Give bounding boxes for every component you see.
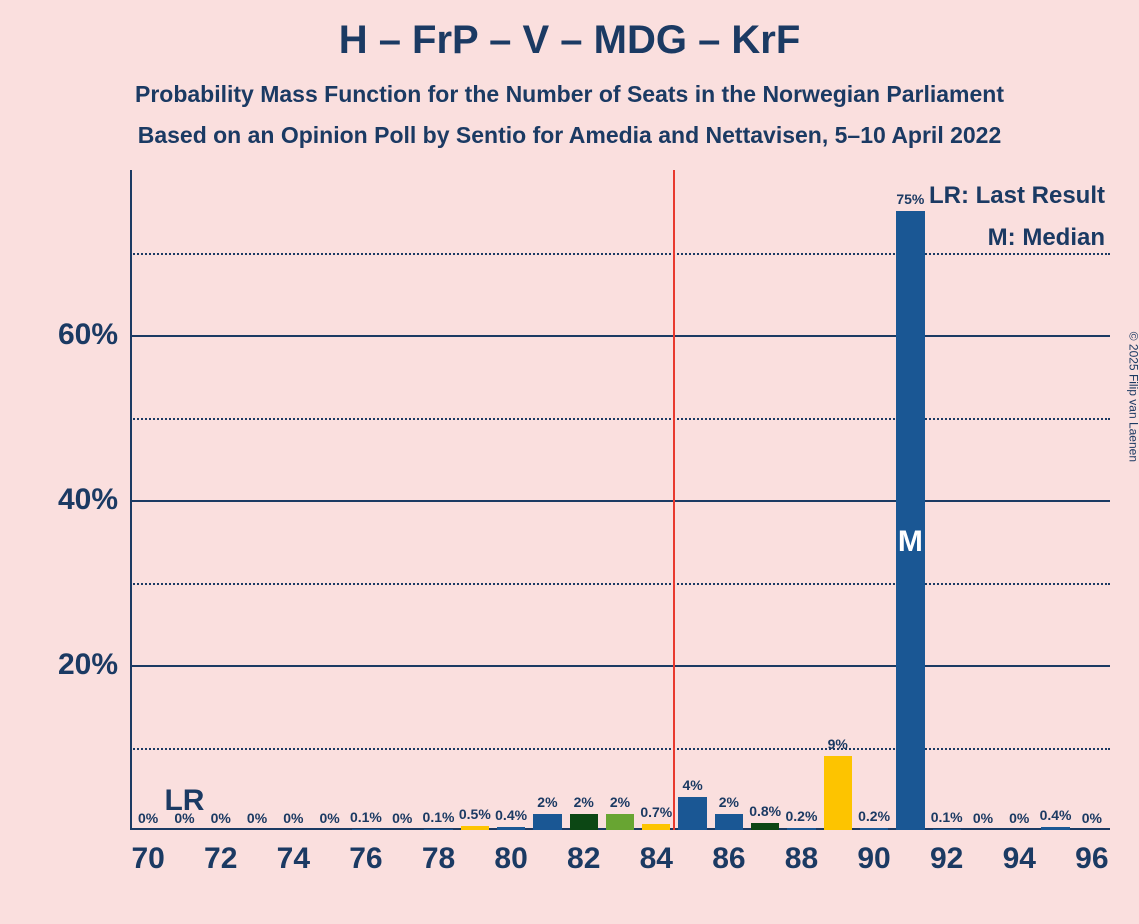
last-result-marker: LR xyxy=(164,784,204,818)
bar-value-label: 0% xyxy=(973,810,993,826)
bar-value-label: 0.4% xyxy=(1040,807,1072,823)
bar xyxy=(1041,827,1069,830)
bar-value-label: 0% xyxy=(1009,810,1029,826)
bar xyxy=(678,797,706,830)
bar-value-label: 0% xyxy=(320,810,340,826)
x-axis-tick-label: 76 xyxy=(349,830,382,876)
x-axis-tick-label: 72 xyxy=(204,830,237,876)
bar-value-label: 4% xyxy=(682,777,702,793)
x-axis-tick-label: 90 xyxy=(857,830,890,876)
x-axis-tick-label: 94 xyxy=(1003,830,1036,876)
gridline-minor xyxy=(130,583,1110,585)
y-axis-tick-label: 20% xyxy=(58,648,130,682)
bar-value-label: 0.7% xyxy=(640,804,672,820)
y-axis-tick-label: 60% xyxy=(58,318,130,352)
bar xyxy=(896,211,924,830)
bar xyxy=(751,823,779,830)
x-axis-tick-label: 80 xyxy=(494,830,527,876)
bar-value-label: 0.1% xyxy=(350,809,382,825)
chart-plot-area: 20%40%60%0%0%0%0%0%0%0.1%0%0.1%0.5%0.4%2… xyxy=(130,170,1110,830)
bar xyxy=(606,814,634,831)
bar-value-label: 0.4% xyxy=(495,807,527,823)
gridline-major xyxy=(130,335,1110,337)
bar-value-label: 2% xyxy=(719,794,739,810)
bar-value-label: 0.1% xyxy=(931,809,963,825)
legend-median: M: Median xyxy=(988,224,1105,252)
chart-title: H – FrP – V – MDG – KrF xyxy=(0,0,1139,63)
x-axis-tick-label: 86 xyxy=(712,830,745,876)
x-axis-tick-label: 92 xyxy=(930,830,963,876)
median-marker: M xyxy=(898,525,923,559)
bar-value-label: 0.2% xyxy=(786,808,818,824)
bar-value-label: 0% xyxy=(392,810,412,826)
bar-value-label: 9% xyxy=(828,736,848,752)
bar-value-label: 0% xyxy=(1082,810,1102,826)
chart-subtitle-2: Based on an Opinion Poll by Sentio for A… xyxy=(0,122,1139,149)
bar-value-label: 0.8% xyxy=(749,803,781,819)
gridline-major xyxy=(130,500,1110,502)
x-axis-tick-label: 70 xyxy=(131,830,164,876)
bar-value-label: 0% xyxy=(247,810,267,826)
bar-value-label: 0% xyxy=(211,810,231,826)
legend-last-result: LR: Last Result xyxy=(929,182,1105,210)
copyright-text: © 2025 Filip van Laenen xyxy=(1126,332,1139,462)
x-axis-tick-label: 84 xyxy=(640,830,673,876)
y-axis-tick-label: 40% xyxy=(58,483,130,517)
bar-value-label: 0.5% xyxy=(459,806,491,822)
gridline-minor xyxy=(130,418,1110,420)
bar-value-label: 0% xyxy=(283,810,303,826)
bar-value-label: 2% xyxy=(610,794,630,810)
bar xyxy=(461,826,489,830)
bar-value-label: 75% xyxy=(896,191,924,207)
bar xyxy=(824,756,852,830)
x-axis-tick-label: 88 xyxy=(785,830,818,876)
x-axis-tick-label: 96 xyxy=(1075,830,1108,876)
majority-threshold-line xyxy=(673,170,675,830)
bar-value-label: 0.2% xyxy=(858,808,890,824)
gridline-major xyxy=(130,665,1110,667)
x-axis-tick-label: 78 xyxy=(422,830,455,876)
chart-subtitle-1: Probability Mass Function for the Number… xyxy=(0,81,1139,108)
gridline-minor xyxy=(130,253,1110,255)
bar xyxy=(570,814,598,831)
gridline-minor xyxy=(130,748,1110,750)
bar xyxy=(715,814,743,831)
bar-value-label: 2% xyxy=(537,794,557,810)
y-axis xyxy=(130,170,132,830)
bar xyxy=(533,814,561,831)
bar-value-label: 0.1% xyxy=(423,809,455,825)
x-axis-tick-label: 82 xyxy=(567,830,600,876)
bar-value-label: 0% xyxy=(138,810,158,826)
bar-value-label: 2% xyxy=(574,794,594,810)
x-axis-tick-label: 74 xyxy=(277,830,310,876)
